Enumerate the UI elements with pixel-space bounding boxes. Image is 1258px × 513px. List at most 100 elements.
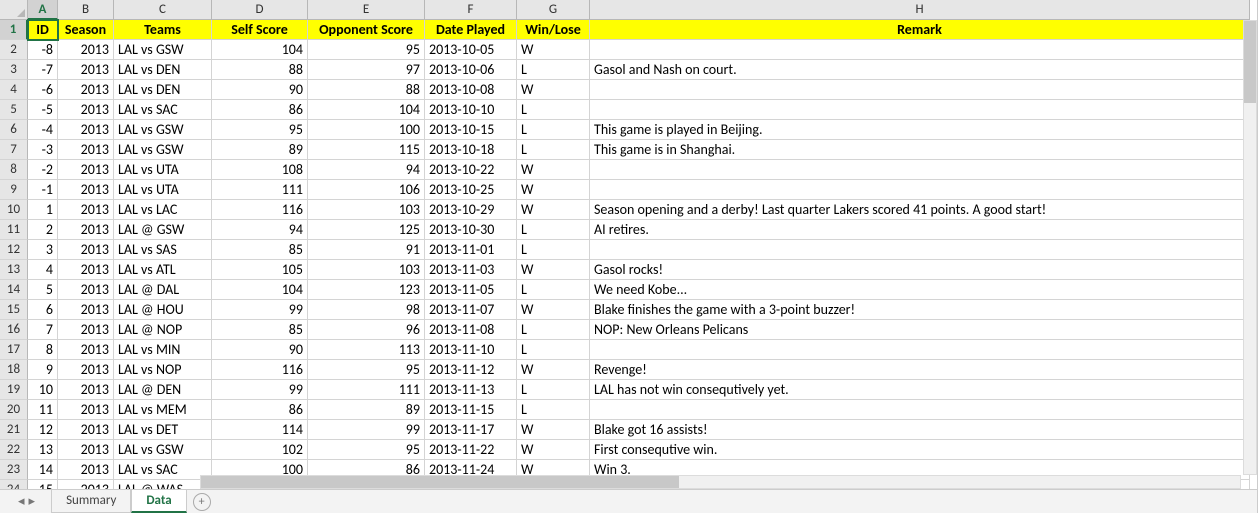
cell[interactable]: 12 [28,420,58,440]
cell[interactable]: LAL vs SAC [114,100,212,120]
cell[interactable]: 9 [28,360,58,380]
cell[interactable]: LAL vs DEN [114,80,212,100]
cell[interactable]: 86 [212,400,308,420]
cell[interactable]: 105 [212,260,308,280]
cell[interactable]: 2013 [58,300,114,320]
cell[interactable]: L [517,240,590,260]
cell[interactable]: 11 [28,400,58,420]
cell[interactable]: LAL vs SAS [114,240,212,260]
cell[interactable]: 104 [212,280,308,300]
cell[interactable]: 90 [212,340,308,360]
cell[interactable]: 2013 [58,320,114,340]
row-header-10[interactable]: 10 [0,200,28,220]
cell[interactable]: 95 [212,120,308,140]
cell[interactable]: 2013 [58,40,114,60]
column-header-E[interactable]: E [308,0,425,20]
cell[interactable]: LAL @ HOU [114,300,212,320]
row-header-6[interactable]: 6 [0,120,28,140]
add-sheet-button[interactable]: + [193,493,211,511]
cell[interactable]: -2 [28,160,58,180]
cell[interactable]: 89 [308,400,425,420]
column-header-C[interactable]: C [114,0,212,20]
cell[interactable]: 123 [308,280,425,300]
cell[interactable]: Blake finishes the game with a 3-point b… [590,300,1250,320]
cell[interactable]: 2013 [58,440,114,460]
cell[interactable]: 95 [308,40,425,60]
horizontal-scroll-thumb[interactable] [201,476,679,488]
cell[interactable] [590,160,1250,180]
cell[interactable]: 116 [212,200,308,220]
row-header-14[interactable]: 14 [0,280,28,300]
cell[interactable]: 91 [308,240,425,260]
column-header-D[interactable]: D [212,0,308,20]
row-header-16[interactable]: 16 [0,320,28,340]
header-cell[interactable]: Self Score [212,20,308,40]
cell[interactable]: -8 [28,40,58,60]
cell[interactable]: LAL vs GSW [114,440,212,460]
cell[interactable]: 10 [28,380,58,400]
header-cell[interactable]: Teams [114,20,212,40]
cell[interactable]: 5 [28,280,58,300]
cell[interactable]: 6 [28,300,58,320]
cell[interactable]: LAL vs DEN [114,60,212,80]
cell[interactable]: Gasol and Nash on court. [590,60,1250,80]
cell[interactable]: Gasol rocks! [590,260,1250,280]
cell[interactable]: L [517,120,590,140]
select-all-corner[interactable] [0,0,28,20]
cell[interactable]: Blake got 16 assists! [590,420,1250,440]
row-header-8[interactable]: 8 [0,160,28,180]
row-header-21[interactable]: 21 [0,420,28,440]
cell[interactable]: 4 [28,260,58,280]
header-cell[interactable]: ID [28,20,58,40]
cell[interactable]: L [517,280,590,300]
cell[interactable]: W [517,80,590,100]
cell[interactable]: 2013-10-15 [425,120,517,140]
cell[interactable]: 2013-10-30 [425,220,517,240]
cell[interactable]: 113 [308,340,425,360]
cell[interactable]: 2013-11-01 [425,240,517,260]
cell[interactable]: This game is in Shanghai. [590,140,1250,160]
cell[interactable]: W [517,200,590,220]
cell[interactable]: 96 [308,320,425,340]
cell[interactable]: 2013-11-03 [425,260,517,280]
row-header-1[interactable]: 1 [0,20,28,40]
cell[interactable]: W [517,440,590,460]
cell[interactable]: 2013-11-12 [425,360,517,380]
cell[interactable]: 2013 [58,60,114,80]
column-header-G[interactable]: G [517,0,590,20]
cell[interactable]: 2013 [58,220,114,240]
cell[interactable]: Revenge! [590,360,1250,380]
cell[interactable]: W [517,420,590,440]
cell[interactable]: 2013-11-08 [425,320,517,340]
cell[interactable]: 2013-10-06 [425,60,517,80]
cell[interactable]: 2013-11-13 [425,380,517,400]
row-header-23[interactable]: 23 [0,460,28,480]
cell[interactable]: First consequtive win. [590,440,1250,460]
cell[interactable]: 106 [308,180,425,200]
cell[interactable]: 2013 [58,180,114,200]
header-cell[interactable]: Date Played [425,20,517,40]
cell[interactable]: 103 [308,200,425,220]
header-cell[interactable]: Remark [590,20,1250,40]
row-header-20[interactable]: 20 [0,400,28,420]
tab-nav-prev-icon[interactable]: ◂ [18,494,25,509]
cell[interactable]: LAL vs GSW [114,120,212,140]
cell[interactable]: LAL @ NOP [114,320,212,340]
cell[interactable]: LAL vs GSW [114,40,212,60]
cell[interactable]: 2013 [58,120,114,140]
cell[interactable]: -3 [28,140,58,160]
cell[interactable]: W [517,260,590,280]
cell[interactable]: 114 [212,420,308,440]
cell[interactable]: 2013 [58,100,114,120]
cell[interactable]: 115 [308,140,425,160]
cell[interactable]: LAL vs GSW [114,140,212,160]
cell[interactable]: 8 [28,340,58,360]
cell[interactable]: LAL vs SAC [114,460,212,480]
cell[interactable]: 95 [308,440,425,460]
vertical-scroll-thumb[interactable] [1244,21,1256,103]
cell[interactable]: 116 [212,360,308,380]
cell[interactable]: W [517,40,590,60]
cell[interactable]: L [517,320,590,340]
cell[interactable]: NOP: New Orleans Pelicans [590,320,1250,340]
cell[interactable] [590,80,1250,100]
